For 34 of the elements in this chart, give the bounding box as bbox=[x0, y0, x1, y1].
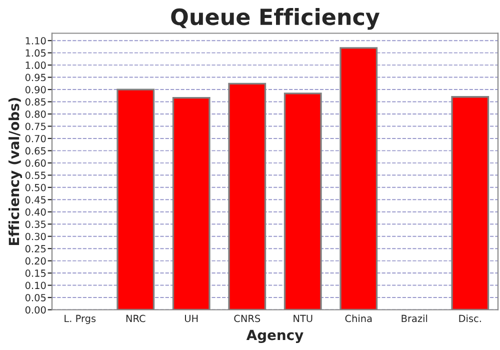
y-tick-label: 0.35 bbox=[25, 220, 46, 228]
y-tick-label: 1.05 bbox=[26, 49, 46, 57]
y-tick-label: 0.95 bbox=[25, 74, 46, 82]
y-tick-label: 0.05 bbox=[25, 294, 46, 302]
y-tick-label: 0.80 bbox=[25, 110, 46, 118]
y-tick-label: 0.45 bbox=[25, 196, 46, 204]
y-tick-label: 0.60 bbox=[25, 159, 46, 167]
y-tick-label: 0.75 bbox=[25, 122, 46, 130]
y-tick-label: 0.20 bbox=[25, 257, 46, 265]
x-tick-label: China bbox=[345, 314, 372, 322]
y-tick-label: 0.90 bbox=[25, 86, 46, 94]
y-tick-label: 0.25 bbox=[25, 245, 46, 252]
x-tick-label: NRC bbox=[126, 314, 146, 322]
x-tick-label: NTU bbox=[294, 314, 312, 322]
y-tick-label: 1.10 bbox=[26, 37, 46, 44]
y-tick-label: 0.70 bbox=[25, 134, 46, 142]
y-tick-label: 0.00 bbox=[25, 306, 46, 314]
y-axis-title: Efficiency (val/obs) bbox=[8, 98, 22, 245]
x-tick-label: UH bbox=[185, 314, 198, 322]
y-tick-label: 1.00 bbox=[26, 62, 46, 69]
y-tick-label: 0.85 bbox=[25, 98, 46, 106]
y-tick-label: 0.15 bbox=[25, 270, 46, 277]
x-tick-label: CNRS bbox=[234, 314, 260, 322]
x-tick-label: Disc. bbox=[459, 314, 481, 322]
y-tick-label: 0.40 bbox=[25, 208, 46, 216]
x-tick-label: L. Prgs bbox=[64, 314, 96, 324]
x-tick-label: Brazil bbox=[402, 314, 428, 322]
y-tick-label: 0.50 bbox=[25, 184, 46, 192]
y-tick-label: 0.65 bbox=[25, 147, 46, 155]
y-tick-label: 0.55 bbox=[25, 172, 46, 179]
chart-title: Queue Efficiency bbox=[171, 8, 380, 30]
y-tick-label: 0.10 bbox=[25, 282, 46, 290]
y-tick-label: 0.30 bbox=[25, 232, 46, 240]
x-axis-title: Agency bbox=[246, 330, 304, 344]
